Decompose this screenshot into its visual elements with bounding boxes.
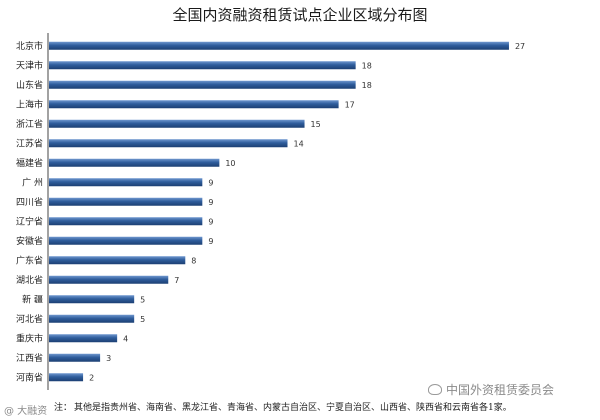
bar <box>49 119 305 128</box>
category-label: 河南省 <box>16 371 43 383</box>
bar <box>49 80 356 89</box>
value-label: 7 <box>174 276 179 285</box>
bar <box>49 139 288 148</box>
category-label: 江苏省 <box>16 137 43 149</box>
bar <box>49 256 186 265</box>
bar <box>49 197 203 206</box>
value-label: 18 <box>362 81 372 90</box>
value-label: 14 <box>294 139 304 148</box>
brand-logo-icon <box>428 384 442 395</box>
category-label: 浙江省 <box>16 118 43 130</box>
chart-title: 全国内资融资租赁试点企业区域分布图 <box>172 6 428 24</box>
category-label: 新 疆 <box>22 293 43 305</box>
bar <box>49 314 135 323</box>
value-label: 5 <box>140 315 145 324</box>
bar <box>49 295 135 304</box>
category-label: 四川省 <box>16 196 43 208</box>
category-label: 辽宁省 <box>16 215 43 227</box>
footnote-prefix: 注： <box>54 403 73 413</box>
category-label: 广东省 <box>16 254 43 266</box>
bar <box>49 334 118 343</box>
value-label: 5 <box>140 295 145 304</box>
bar <box>49 61 356 70</box>
value-label: 4 <box>123 334 128 343</box>
bar <box>49 373 84 382</box>
footnote-text: 其他是指贵州省、海南省、黑龙江省、青海省、内蒙古自治区、宁夏自治区、山西省、陕西… <box>74 403 512 413</box>
category-label: 山东省 <box>16 79 43 91</box>
value-label: 18 <box>362 61 372 70</box>
category-label: 广 州 <box>22 176 43 188</box>
source-watermark: @ 大融资 <box>4 406 48 417</box>
bar <box>49 217 203 226</box>
category-label: 福建省 <box>16 157 43 169</box>
bar <box>49 353 101 362</box>
category-label: 上海市 <box>16 98 43 110</box>
category-label: 重庆市 <box>16 332 43 344</box>
bar <box>49 41 509 50</box>
category-label: 北京市 <box>16 40 43 52</box>
value-label: 15 <box>311 120 321 129</box>
brand-watermark-text: 中国外资租赁委员会 <box>446 383 555 397</box>
category-label: 江西省 <box>16 352 43 364</box>
value-label: 2 <box>89 373 94 382</box>
value-label: 9 <box>208 237 213 246</box>
bar <box>49 158 220 167</box>
value-label: 9 <box>208 198 213 207</box>
value-label: 9 <box>208 178 213 187</box>
bar <box>49 275 169 284</box>
value-label: 8 <box>191 256 196 265</box>
category-label: 天津市 <box>16 59 43 71</box>
category-label: 湖北省 <box>16 274 43 286</box>
bar <box>49 178 203 187</box>
value-label: 17 <box>345 100 355 109</box>
category-label: 河北省 <box>16 313 43 325</box>
value-label: 10 <box>225 159 235 168</box>
value-label: 9 <box>208 217 213 226</box>
brand-watermark: 中国外资租赁委员会 <box>428 381 554 398</box>
value-label: 27 <box>515 42 525 51</box>
value-label: 3 <box>106 354 111 363</box>
bar <box>49 100 339 109</box>
category-label: 安徽省 <box>16 235 43 247</box>
footnote: 注： 其他是指贵州省、海南省、黑龙江省、青海省、内蒙古自治区、宁夏自治区、山西省、… <box>54 400 512 413</box>
bar <box>49 236 203 245</box>
